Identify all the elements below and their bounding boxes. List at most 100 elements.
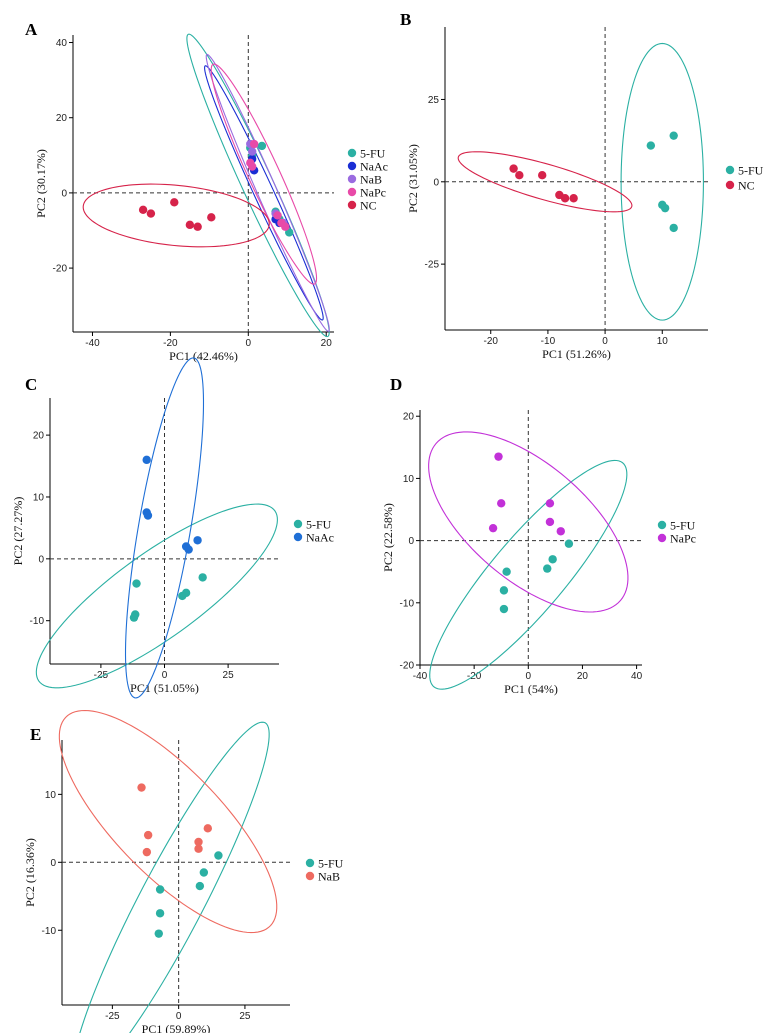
legend-label-nc: NC xyxy=(360,199,377,213)
legend-label-5-fu: 5-FU xyxy=(306,518,332,532)
data-point-5-fu xyxy=(499,586,509,595)
legend-marker-nab xyxy=(347,174,357,184)
data-point-5-fu xyxy=(257,141,267,151)
data-point-nc xyxy=(170,198,179,207)
data-point-nab xyxy=(203,824,213,833)
x-tick-label: 0 xyxy=(602,336,608,347)
x-tick-label: 20 xyxy=(577,671,589,682)
x-tick-label: 0 xyxy=(162,670,168,681)
legend-marker-5-fu xyxy=(305,858,315,868)
x-tick-label: 40 xyxy=(631,671,643,682)
data-point-napc xyxy=(488,523,498,533)
confidence-ellipse-naac xyxy=(204,65,324,321)
x-axis-title: PC1 (51.05%) xyxy=(130,681,199,695)
x-tick-label: 0 xyxy=(526,671,532,682)
data-point-nc xyxy=(138,205,148,215)
legend-label-naac: NaAc xyxy=(360,160,388,174)
y-tick-label: 20 xyxy=(33,431,45,442)
data-point-napc xyxy=(556,527,565,536)
legend-label-napc: NaPc xyxy=(670,532,696,546)
data-point-5-fu xyxy=(195,881,205,891)
pca-panel-c: C -25 0 25 -10 0 10 20 PC1 (51.05%) PC2 (27.27%) 5… xyxy=(11,357,334,699)
data-point-naac xyxy=(193,536,202,545)
legend-label-5-fu: 5-FU xyxy=(318,857,344,871)
data-point-5-fu xyxy=(199,868,209,877)
legend-label-5-fu: 5-FU xyxy=(670,519,696,533)
y-tick-label: 0 xyxy=(408,536,414,547)
panel-label: E xyxy=(30,725,41,744)
data-point-nab xyxy=(194,844,203,853)
y-tick-label: -20 xyxy=(53,264,68,275)
confidence-ellipse-5-fu xyxy=(429,459,628,690)
panel-label: A xyxy=(25,20,38,39)
data-point-nc xyxy=(146,209,156,218)
legend-marker-5-fu xyxy=(725,165,735,175)
legend-label-5-fu: 5-FU xyxy=(360,147,386,161)
legend-marker-nab xyxy=(305,871,315,881)
data-point-5-fu xyxy=(155,885,165,894)
data-point-5-fu xyxy=(502,567,511,576)
legend-label-nab: NaB xyxy=(318,870,340,884)
confidence-ellipse-5-fu xyxy=(186,33,330,338)
x-tick-label: 20 xyxy=(321,338,333,349)
x-tick-label: 0 xyxy=(246,338,252,349)
y-tick-label: 0 xyxy=(38,554,44,565)
legend-label-nc: NC xyxy=(738,179,755,193)
data-point-napc xyxy=(247,162,257,171)
data-point-5-fu xyxy=(155,909,165,918)
confidence-ellipse-nab xyxy=(205,53,330,332)
data-point-5-fu xyxy=(548,555,557,564)
data-point-nc xyxy=(515,171,524,180)
confidence-ellipse-napc xyxy=(428,431,629,613)
y-tick-label: 0 xyxy=(433,177,439,188)
legend-marker-napc xyxy=(657,533,667,543)
x-tick-label: -25 xyxy=(105,1011,120,1022)
panel-label: C xyxy=(25,375,37,394)
legend-marker-napc xyxy=(347,187,357,197)
data-point-napc xyxy=(545,517,555,527)
x-tick-label: -40 xyxy=(413,671,428,682)
data-point-nab xyxy=(142,847,152,857)
legend-marker-nc xyxy=(347,200,357,210)
x-axis-title: PC1 (51.26%) xyxy=(542,347,611,361)
y-axis-title: PC2 (31.05%) xyxy=(406,144,420,213)
data-point-napc xyxy=(273,211,282,220)
confidence-ellipse-nab xyxy=(58,709,278,934)
legend-marker-naac xyxy=(347,161,357,171)
y-tick-label: 0 xyxy=(50,858,56,869)
y-tick-label: 10 xyxy=(33,492,45,503)
x-tick-label: -20 xyxy=(484,336,499,347)
legend-marker-5-fu xyxy=(657,520,667,530)
y-tick-label: 40 xyxy=(56,38,68,49)
x-axis-title: PC1 (59.89%) xyxy=(142,1022,211,1033)
y-tick-label: 20 xyxy=(403,412,415,423)
data-point-5-fu xyxy=(132,579,141,588)
data-point-5-fu xyxy=(543,564,552,573)
legend-label-naac: NaAc xyxy=(306,531,334,545)
data-point-5-fu xyxy=(646,141,656,150)
pca-panel-a: A -40 -20 0 20 -20 0 20 40 PC1 (42.46%) PC2 (30.17… xyxy=(25,20,388,363)
x-axis-title: PC1 (42.46%) xyxy=(169,349,238,363)
data-point-napc xyxy=(497,499,506,508)
x-tick-label: -20 xyxy=(163,338,178,349)
pca-panel-e: E -25 0 25 -10 0 10 PC1 (59.89%) PC2 (16.36%) 5-F… xyxy=(23,709,344,1033)
legend-marker-naac xyxy=(293,532,303,542)
data-point-naac xyxy=(143,511,153,520)
x-tick-label: 25 xyxy=(239,1011,251,1022)
y-tick-label: -10 xyxy=(42,926,57,937)
data-point-5-fu xyxy=(499,604,509,614)
data-point-nab xyxy=(194,837,203,847)
data-point-5-fu xyxy=(669,223,678,233)
legend-marker-nc xyxy=(725,180,735,190)
y-tick-label: -20 xyxy=(400,661,415,672)
y-tick-label: 10 xyxy=(45,790,57,801)
legend-label-nab: NaB xyxy=(360,173,382,187)
confidence-ellipse-napc xyxy=(210,63,318,285)
data-point-5-fu xyxy=(660,203,670,213)
panel-label: D xyxy=(390,375,402,394)
x-tick-label: 25 xyxy=(223,670,235,681)
y-tick-label: -10 xyxy=(30,616,45,627)
data-point-nab xyxy=(137,783,146,792)
